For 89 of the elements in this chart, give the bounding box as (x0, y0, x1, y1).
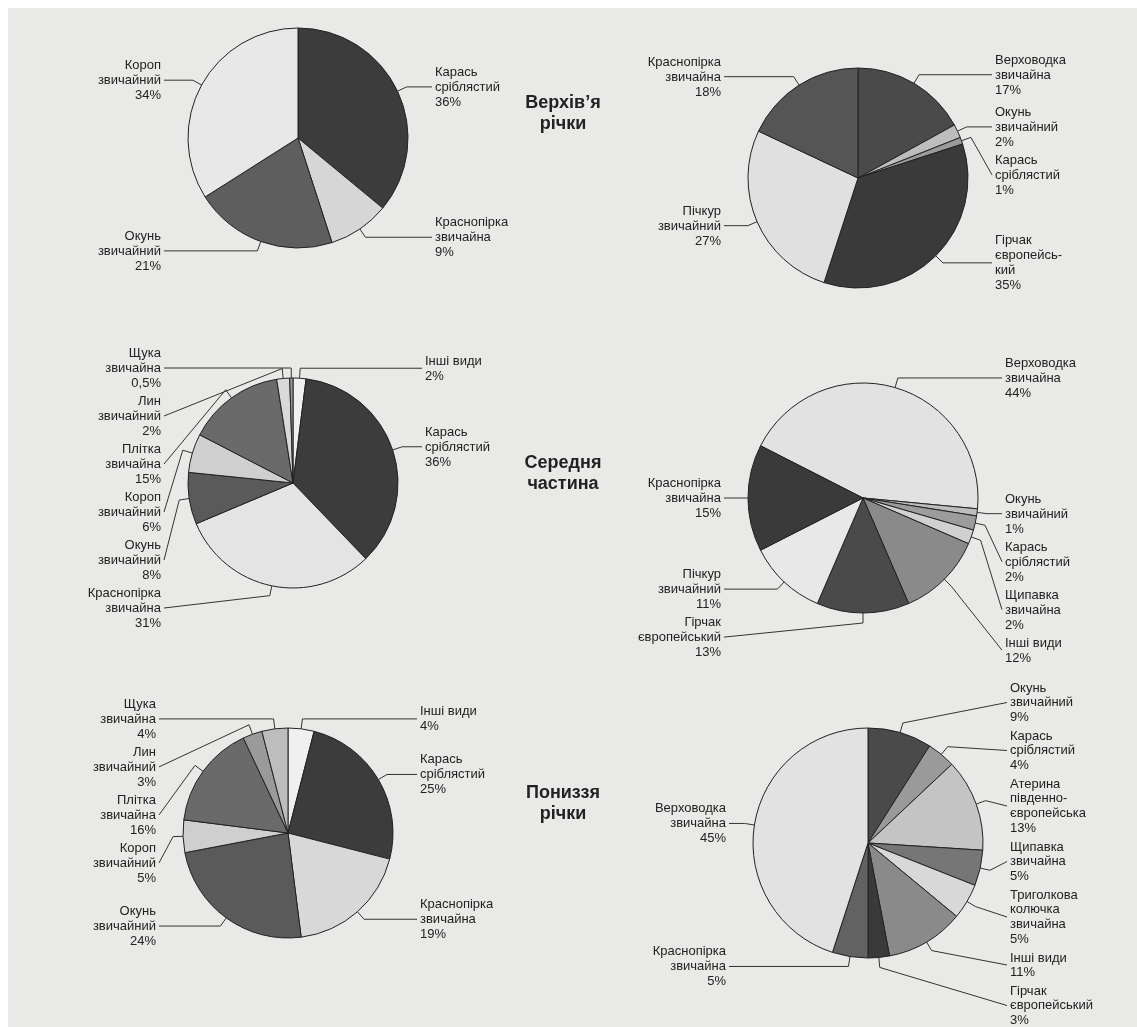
slice-label: Карась сріблястий (420, 751, 486, 782)
data-label: 11% (1010, 964, 1036, 980)
slice-label: Атерина південно- європейська (1010, 775, 1087, 821)
slice-label: Гірчак європейський (637, 614, 722, 645)
slice-label: Окунь звичайний (97, 537, 162, 567)
data-label: 4% (420, 718, 440, 734)
slice-label: Окунь звичайний (92, 903, 157, 933)
slice-label: Краснопірка звичайна (87, 585, 162, 615)
slice-label: Інші види (1010, 949, 1067, 965)
data-label: 5% (707, 973, 727, 989)
data-label: 36% (435, 93, 462, 109)
data-label: 2% (1005, 616, 1025, 632)
data-label: 13% (1010, 820, 1037, 836)
slice-label: Короп звичайний (97, 57, 161, 88)
data-label: 45% (699, 830, 727, 846)
data-label: 6% (142, 518, 162, 534)
slice-label: Карась сріблястий (1005, 538, 1071, 569)
slice-label: Карась сріблястий (1010, 727, 1076, 758)
data-label: 31% (134, 614, 162, 630)
data-label: 0,5% (131, 374, 162, 390)
data-label: 9% (435, 244, 455, 260)
slice-label: Пічкур звичайний (657, 566, 721, 597)
slice-label: Краснопірка звичайна (420, 896, 495, 927)
data-label: 3% (137, 773, 157, 789)
text: Середня частина (524, 452, 602, 493)
slice-label: Окунь звичайний (995, 103, 1059, 134)
data-label: 35% (995, 277, 1022, 293)
data-label: 9% (1010, 709, 1030, 725)
data-label: 13% (694, 644, 722, 660)
data-label: 15% (134, 470, 162, 486)
data-label: 12% (1005, 649, 1032, 665)
data-label: 17% (995, 81, 1022, 97)
slice-label: Краснопірка звичайна (647, 53, 722, 84)
slice-label: Щука звичайна (105, 345, 162, 375)
slice-label: Щипавка звичайна (1005, 586, 1062, 617)
slice-label: Гірчак європейсь- кий (995, 232, 1063, 278)
slice-label: Щипавка звичайна (1010, 838, 1067, 869)
data-label: 11% (695, 596, 722, 612)
slice-label: Короп звичайний (92, 839, 156, 870)
slice-label: Щука звичайна (100, 695, 157, 726)
slice-label: Короп звичайний (97, 489, 161, 519)
slice-label: Триголкова колючка звичайна (1010, 886, 1079, 932)
data-label: 1% (1005, 520, 1025, 536)
slice-label: Верховодка звичайна (654, 800, 727, 831)
data-label: 19% (420, 926, 447, 942)
data-label: 2% (1005, 568, 1025, 584)
slice-label: Краснопірка звичайна (435, 214, 510, 245)
text: Пониззя річки (525, 782, 601, 823)
data-label: 4% (1010, 757, 1030, 773)
slice-label: Інші види (1005, 634, 1062, 650)
slice-label: Карась сріблястий (995, 151, 1061, 182)
slice-label: Верховодка звичайна (1005, 354, 1077, 385)
slice-label: Пічкур звичайний (657, 202, 721, 233)
data-label: 44% (1005, 384, 1032, 400)
slice-label: Плітка звичайна (100, 791, 157, 822)
slice-label: Окунь звичайний (97, 227, 162, 258)
slice-label: Карась сріблястий (435, 63, 501, 94)
data-label: 34% (134, 87, 162, 103)
slice-label: Інші види (425, 352, 482, 368)
data-label: 21% (134, 257, 162, 273)
slice-label: Лин звичайний (97, 393, 161, 423)
data-label: 5% (1010, 931, 1030, 947)
slice-label: Карась сріблястий (425, 423, 491, 454)
data-label: 8% (142, 566, 162, 582)
slice-label: Інші види (420, 703, 477, 719)
data-label: 15% (694, 504, 722, 520)
text: Верхів’я річки (525, 92, 601, 133)
slice-label: Лин звичайний (92, 743, 156, 774)
data-label: 4% (137, 725, 157, 741)
slice-label: Краснопірка звичайна (647, 475, 722, 505)
data-label: 25% (420, 781, 447, 797)
slice-label: Плітка звичайна (105, 441, 162, 471)
data-label: 2% (995, 133, 1015, 149)
data-label: 16% (129, 821, 157, 837)
data-label: 2% (142, 422, 162, 438)
data-label: 5% (137, 869, 157, 885)
data-label: 3% (1010, 1012, 1030, 1027)
slice-label: Окунь звичайний (1010, 679, 1074, 710)
slice-label: Гірчак європейський (1010, 982, 1094, 1013)
data-label: 2% (425, 367, 445, 383)
data-label: 27% (694, 232, 722, 248)
slice-label: Окунь звичайний (1005, 490, 1069, 521)
data-label: 1% (995, 181, 1015, 197)
slice-label: Верховодка звичайна (995, 51, 1067, 82)
data-label: 18% (694, 83, 722, 99)
slice-label: Краснопірка звичайна (652, 943, 727, 974)
data-label: 36% (425, 453, 452, 469)
data-label: 5% (1010, 868, 1030, 884)
data-label: 24% (129, 932, 157, 948)
